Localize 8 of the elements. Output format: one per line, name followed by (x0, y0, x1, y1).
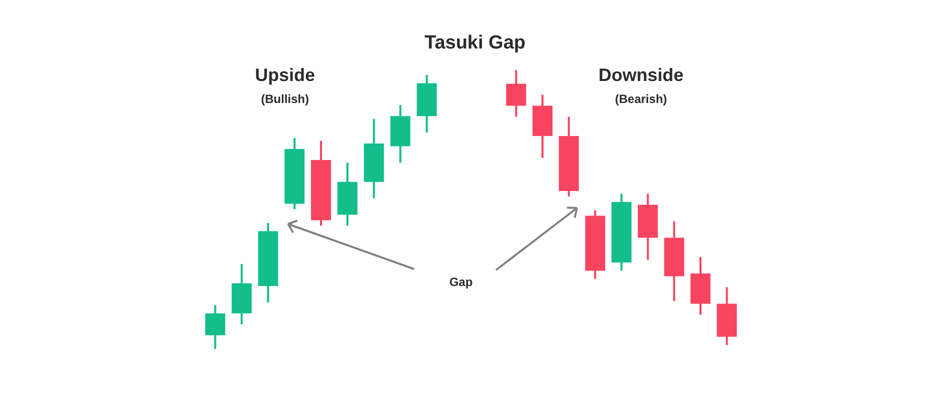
chart-title: Downside (598, 65, 684, 85)
text: Tasuki Gap (424, 32, 526, 54)
candlestick (205, 304, 226, 350)
text: (Bullish) (261, 92, 309, 106)
chart-title: Upside (254, 65, 316, 85)
text: (Bearish) (614, 92, 668, 106)
text: Gap (449, 275, 473, 289)
candlestick (506, 69, 526, 118)
